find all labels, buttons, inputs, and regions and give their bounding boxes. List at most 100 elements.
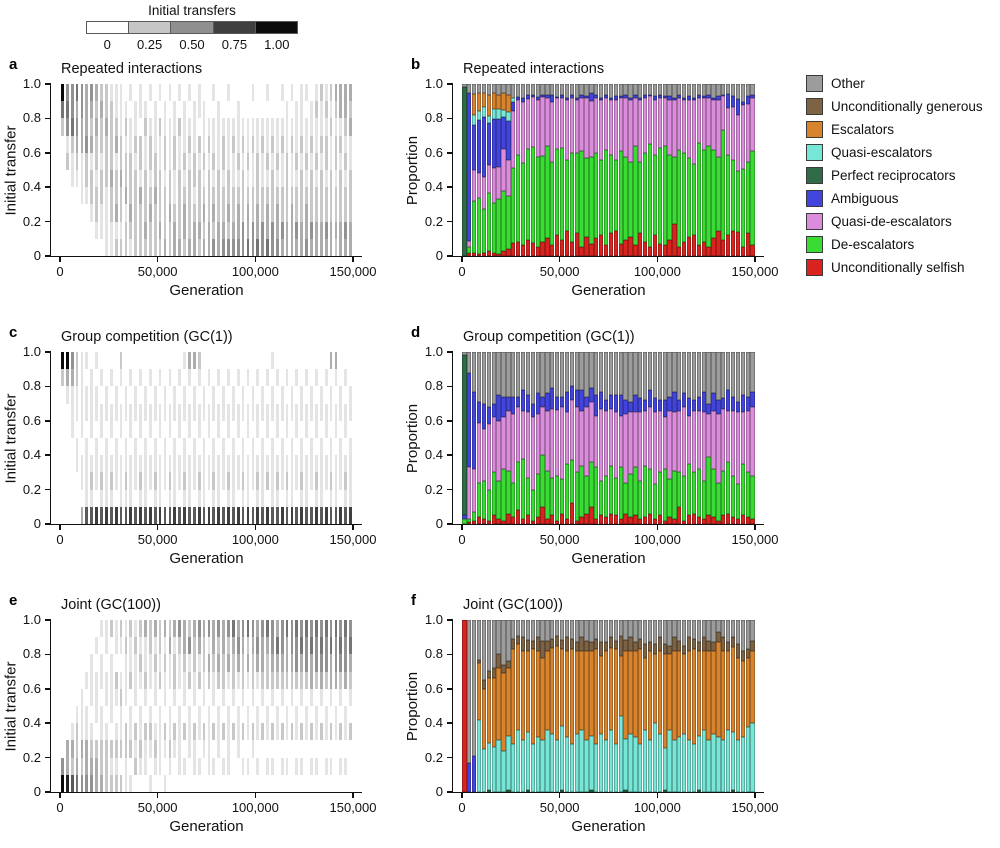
heatmap-cell [188, 135, 191, 153]
bar-segment [647, 650, 653, 741]
heatmap-cell [285, 118, 289, 136]
heatmap-cell [315, 506, 318, 524]
heatmap-cell [300, 238, 304, 256]
stacked-bar [618, 352, 623, 524]
legend-label: Unconditionally selfish [831, 260, 965, 275]
stacked-bar [574, 352, 579, 524]
bar-segment [613, 620, 618, 641]
bar-segment [486, 122, 491, 165]
heatmap-column [261, 84, 265, 256]
y-tick-label: 0.4 [424, 179, 443, 195]
heatmap-cell [173, 654, 177, 672]
heatmap-cell [310, 723, 313, 741]
bar-segment [652, 84, 658, 97]
heatmap-cell [169, 689, 172, 706]
stacked-bar [628, 84, 633, 256]
bar-segment [476, 92, 482, 111]
heatmap-column [324, 620, 328, 792]
stacked-bar [589, 620, 594, 792]
bar-segment [506, 160, 511, 196]
heatmap-cell [110, 637, 113, 654]
bar-segment [691, 743, 697, 792]
heatmap-cell [109, 688, 113, 706]
heatmap-cell [295, 135, 299, 153]
y-tick-label: 0.4 [424, 715, 443, 731]
y-tick-label: 0.2 [22, 749, 41, 765]
bar-segment [623, 413, 628, 483]
bar-segment [486, 742, 491, 791]
heatmap-column [300, 352, 304, 524]
heatmap-cell [95, 620, 98, 637]
heatmap-cell [61, 204, 64, 221]
bar-segment [647, 620, 653, 643]
bar-segment [711, 393, 716, 411]
heatmap-cell [295, 369, 299, 387]
bar-segment [652, 234, 658, 256]
heatmap-cell [252, 490, 255, 507]
heatmap-column [153, 84, 157, 256]
bar-segment [638, 638, 643, 650]
stacked-bar [696, 620, 701, 792]
heatmap-cell [100, 489, 103, 507]
bar-segment [608, 99, 614, 155]
heatmap-cell [71, 490, 74, 507]
y-axis-ticks: 1.0 0.8 0.6 0.4 0.2 0 [1, 344, 41, 531]
heatmap-cell [275, 671, 279, 689]
x-axis-label: Generation [169, 550, 244, 567]
bar-segment [530, 417, 535, 490]
heatmap-cell [168, 705, 172, 724]
heatmap-cell [212, 204, 216, 222]
heatmap-cell [144, 238, 147, 256]
heatmap-cell [315, 238, 318, 256]
heatmap-cell [178, 620, 181, 638]
heatmap-cell [236, 620, 240, 638]
heatmap-cell [144, 221, 147, 239]
heatmap-cell [349, 706, 352, 723]
heatmap-cell [129, 620, 133, 638]
heatmap-cell [114, 118, 118, 136]
heatmap-cell [95, 421, 98, 438]
heatmap-cell [344, 204, 348, 222]
heatmap-cell [300, 706, 303, 723]
heatmap-cell [95, 671, 98, 689]
heatmap-cell [71, 472, 74, 489]
heatmap-column [163, 620, 167, 792]
y-tick-mark [45, 791, 51, 793]
legend-label: Ambiguous [831, 191, 899, 206]
colorbar-label: 0.75 [221, 37, 248, 52]
bar-segment [657, 472, 662, 516]
heatmap-cell [329, 688, 333, 706]
plot-area [51, 84, 362, 256]
heatmap-cell [139, 689, 142, 706]
heatmap-cell [61, 637, 64, 654]
heatmap-cell [124, 437, 128, 456]
heatmap-cell [290, 84, 294, 102]
heatmap-cell [300, 620, 304, 638]
bar-segment [677, 640, 682, 651]
heatmap-cell [100, 689, 103, 706]
heatmap-cell [212, 169, 216, 188]
heatmap-column [188, 84, 191, 256]
bar-segment [730, 517, 736, 524]
heatmap-cell [105, 706, 108, 723]
heatmap-cell [163, 437, 167, 456]
heatmap-column [139, 620, 142, 792]
heatmap-cell [266, 352, 269, 369]
heatmap-cell [329, 723, 333, 741]
bar-segment [633, 395, 638, 413]
legend-label: Quasi-de-escalators [831, 214, 952, 229]
stacked-bar [467, 352, 472, 524]
stacked-bar [613, 84, 618, 256]
heatmap-column [344, 84, 348, 256]
heatmap-cell [261, 221, 265, 239]
heatmap-cell [134, 654, 138, 672]
bar-segment [603, 410, 609, 476]
bar-segment [730, 620, 736, 638]
stacked-bar [476, 620, 482, 792]
bar-segment [525, 395, 531, 413]
bar-segment [745, 162, 750, 233]
heatmap-cell [129, 705, 133, 724]
heatmap-cell [344, 386, 347, 403]
heatmap-column [256, 620, 260, 792]
heatmap-cell [168, 723, 172, 741]
